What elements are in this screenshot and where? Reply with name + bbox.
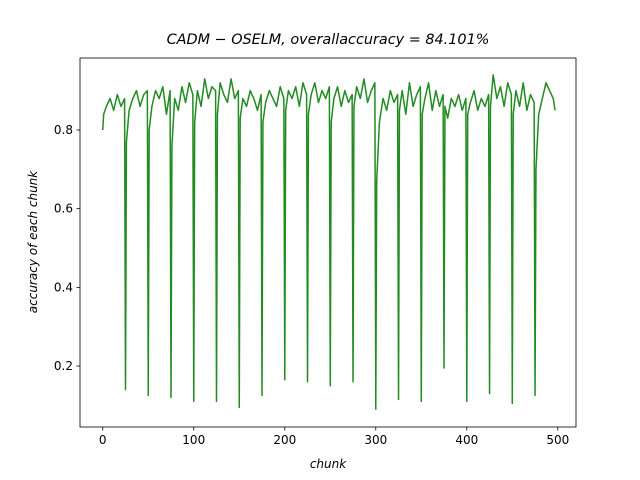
x-tick-label: 100 [182, 433, 205, 447]
y-tick-label: 0.2 [54, 359, 73, 373]
y-tick-label: 0.4 [54, 280, 73, 294]
y-tick-label: 0.6 [54, 202, 73, 216]
x-tick-label: 400 [455, 433, 478, 447]
x-tick-label: 0 [99, 433, 107, 447]
y-tick-label: 0.8 [54, 123, 73, 137]
x-tick-label: 200 [273, 433, 296, 447]
x-tick-label: 500 [546, 433, 569, 447]
plot-frame [79, 57, 577, 428]
data-line [102, 74, 556, 411]
y-axis-label: accuracy of each chunk [26, 170, 40, 314]
x-tick-label: 300 [364, 433, 387, 447]
chart-title: CADM − OSELM, overallaccuracy = 84.101% [167, 32, 490, 48]
x-axis-label: chunk [310, 457, 347, 471]
